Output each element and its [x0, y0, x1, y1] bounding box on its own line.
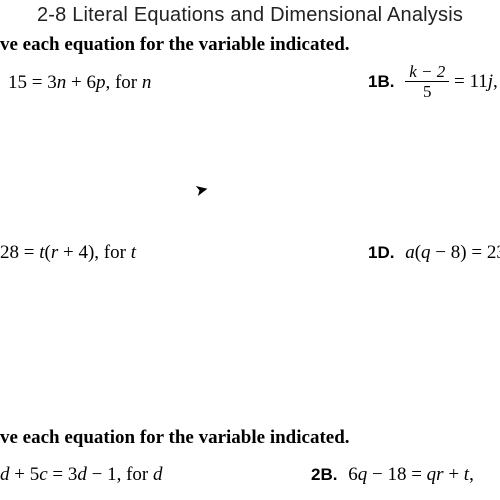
eq-2a: d + 5c = 3d − 1	[0, 464, 117, 485]
problem-1c: 28 = t(r + 4), for t	[0, 242, 136, 264]
var-1a: n	[142, 72, 152, 93]
problem-1d: 1D. a(q − 8) = 23, f	[368, 242, 500, 264]
eq-2b: 6q − 18 = qr + t,	[348, 464, 474, 485]
cursor-icon: ➤	[193, 179, 210, 201]
problem-1b: 1B. k − 2 5 = 11j, f	[368, 64, 500, 101]
frac-den-1b: 5	[405, 82, 449, 100]
eq-1d: a(q − 8) = 23, f	[405, 242, 500, 263]
eq-1a: 15 = 3n + 6p	[8, 72, 105, 93]
label-1d: 1D.	[368, 243, 394, 262]
label-1b: 1B.	[368, 72, 394, 91]
var-2a: d	[153, 464, 163, 485]
var-1c: t	[131, 242, 136, 263]
for-2a: , for	[117, 464, 153, 485]
rhs-1b: = 11j, f	[449, 71, 500, 92]
instruction-1: ve each equation for the variable indica…	[0, 34, 350, 56]
eq-1c: 28 = t(r + 4)	[0, 242, 94, 263]
label-2b: 2B.	[311, 465, 337, 484]
fraction-1b: k − 2 5	[405, 63, 449, 100]
problem-1a: 15 = 3n + 6p, for n	[8, 72, 151, 94]
page-title: 2-8 Literal Equations and Dimensional An…	[0, 4, 500, 27]
for-1c: , for	[94, 242, 130, 263]
problem-2b: 2B. 6q − 18 = qr + t,	[311, 464, 474, 486]
worksheet-page: 2-8 Literal Equations and Dimensional An…	[0, 0, 500, 500]
problem-2a: d + 5c = 3d − 1, for d	[0, 464, 163, 486]
instruction-2: ve each equation for the variable indica…	[0, 427, 350, 449]
frac-num-1b: k − 2	[405, 63, 449, 82]
for-1a: , for	[105, 72, 141, 93]
